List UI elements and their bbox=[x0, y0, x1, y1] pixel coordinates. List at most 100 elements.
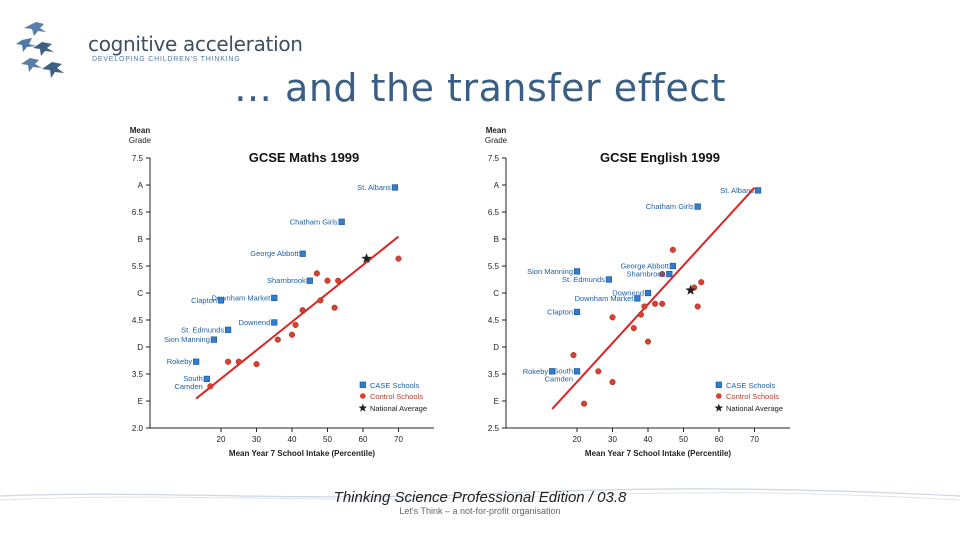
case-school-label: Clapton bbox=[547, 307, 573, 316]
y-axis-label: Grade bbox=[485, 136, 508, 145]
case-school-label: St. Albans bbox=[357, 183, 391, 192]
control-school-point bbox=[570, 352, 577, 359]
control-school-point bbox=[331, 304, 338, 311]
brand-tagline: DEVELOPING CHILDREN'S THINKING bbox=[92, 56, 241, 63]
case-school-label: Camden bbox=[174, 382, 202, 391]
x-tick-label: 50 bbox=[679, 435, 688, 444]
y-tick-label: 7.5 bbox=[132, 154, 144, 163]
case-school-label: South bbox=[553, 366, 573, 375]
control-school-point bbox=[659, 271, 666, 278]
legend-national-marker bbox=[358, 403, 368, 412]
control-school-point bbox=[324, 277, 331, 284]
case-school-label: Sharnbrook bbox=[267, 276, 306, 285]
y-tick-label: 5.5 bbox=[132, 262, 144, 271]
birds-logo-icon bbox=[16, 22, 64, 78]
y-tick-label: C bbox=[493, 289, 499, 298]
y-tick-label: E bbox=[138, 397, 143, 406]
control-school-point bbox=[253, 361, 260, 368]
x-tick-label: 50 bbox=[323, 435, 332, 444]
y-tick-label: B bbox=[138, 235, 143, 244]
case-school-label: St. Edmunds bbox=[181, 325, 224, 334]
x-tick-label: 40 bbox=[644, 435, 653, 444]
case-school-point bbox=[669, 262, 676, 270]
control-school-point bbox=[609, 314, 616, 321]
case-school-label: Downham Market bbox=[575, 294, 635, 303]
case-school-label: Chatham Girls bbox=[290, 217, 338, 226]
control-school-point bbox=[659, 300, 666, 307]
x-tick-label: 30 bbox=[252, 435, 261, 444]
trend-line bbox=[551, 187, 756, 410]
case-school-point bbox=[573, 368, 581, 375]
case-school-point bbox=[573, 268, 581, 275]
x-tick-label: 30 bbox=[608, 435, 617, 444]
control-school-point bbox=[313, 270, 320, 277]
legend-case-label: CASE Schools bbox=[726, 381, 775, 390]
legend-control-label: Control Schools bbox=[726, 392, 779, 401]
control-school-point bbox=[581, 400, 588, 407]
case-school-label: Downend bbox=[612, 289, 644, 298]
case-school-label: Sion Manning bbox=[527, 267, 573, 276]
case-school-point bbox=[644, 289, 652, 297]
control-school-point bbox=[637, 311, 644, 318]
case-school-point bbox=[605, 276, 613, 283]
control-school-point bbox=[669, 246, 676, 253]
y-tick-label: 5.5 bbox=[488, 262, 500, 271]
case-school-label: Clapton bbox=[191, 296, 217, 305]
y-tick-label: 6.5 bbox=[132, 208, 144, 217]
case-school-label: Rokeby bbox=[523, 367, 549, 376]
y-tick-label: 4.5 bbox=[488, 316, 500, 325]
control-school-point bbox=[274, 336, 281, 343]
case-school-point bbox=[634, 295, 641, 302]
case-school-label: Camden bbox=[545, 374, 573, 383]
x-tick-label: 60 bbox=[359, 435, 368, 444]
control-school-point bbox=[609, 379, 616, 386]
case-school-label: Rokeby bbox=[167, 357, 193, 366]
control-school-point bbox=[317, 297, 324, 304]
case-school-point bbox=[391, 184, 399, 191]
case-school-point bbox=[754, 187, 762, 194]
control-school-point bbox=[630, 325, 637, 332]
control-school-point bbox=[235, 358, 242, 365]
case-school-label: St. Albans bbox=[720, 186, 754, 195]
y-tick-label: C bbox=[137, 289, 143, 298]
x-tick-label: 60 bbox=[715, 435, 724, 444]
legend-national-marker bbox=[714, 403, 724, 412]
x-tick-label: 20 bbox=[573, 435, 582, 444]
footer-title: Thinking Science Professional Edition / … bbox=[333, 489, 627, 506]
case-school-point bbox=[573, 308, 581, 316]
y-tick-label: D bbox=[493, 343, 499, 352]
case-school-point bbox=[299, 250, 306, 257]
control-school-point bbox=[694, 303, 701, 310]
y-axis-label: Mean bbox=[130, 126, 151, 135]
case-school-point bbox=[694, 203, 701, 210]
y-axis-label: Mean bbox=[486, 126, 507, 135]
slide-title: … and the transfer effect bbox=[233, 66, 727, 110]
x-tick-label: 70 bbox=[750, 435, 759, 444]
case-school-point bbox=[210, 336, 217, 343]
chart-gcse-english: Mean Grade 2.5 E 3.5 D 4.5 C 5.5 B 6.5 A 7.5 20 30 40 50… bbox=[470, 124, 810, 460]
control-school-point bbox=[225, 358, 232, 365]
legend-case-label: CASE Schools bbox=[370, 381, 419, 390]
control-school-point bbox=[595, 368, 602, 375]
case-school-point bbox=[338, 218, 345, 225]
case-school-point bbox=[549, 368, 556, 375]
y-tick-label: 3.5 bbox=[132, 370, 144, 379]
footer-subtitle: Let's Think – a not-for-profit organisat… bbox=[399, 506, 561, 516]
control-school-point bbox=[652, 300, 659, 307]
case-school-label: South bbox=[183, 374, 203, 383]
case-school-label: Chatham Girls bbox=[646, 202, 694, 211]
case-school-point bbox=[271, 294, 278, 302]
legend-control-marker bbox=[716, 393, 722, 399]
case-school-label: George Abbott bbox=[620, 262, 669, 271]
case-school-point bbox=[271, 319, 278, 326]
x-axis-label: Mean Year 7 School Intake (Percentile) bbox=[585, 449, 731, 458]
legend-national-label: National Average bbox=[370, 404, 427, 413]
control-school-point bbox=[288, 331, 296, 338]
brand-logo: cognitive acceleration DEVELOPING CHILDR… bbox=[14, 18, 304, 82]
y-tick-label: 4.5 bbox=[132, 316, 144, 325]
y-axis-label: Grade bbox=[129, 136, 152, 145]
control-school-point bbox=[207, 383, 214, 390]
case-school-point bbox=[203, 375, 210, 383]
legend-case-marker bbox=[715, 381, 722, 388]
y-tick-label: E bbox=[494, 397, 499, 406]
